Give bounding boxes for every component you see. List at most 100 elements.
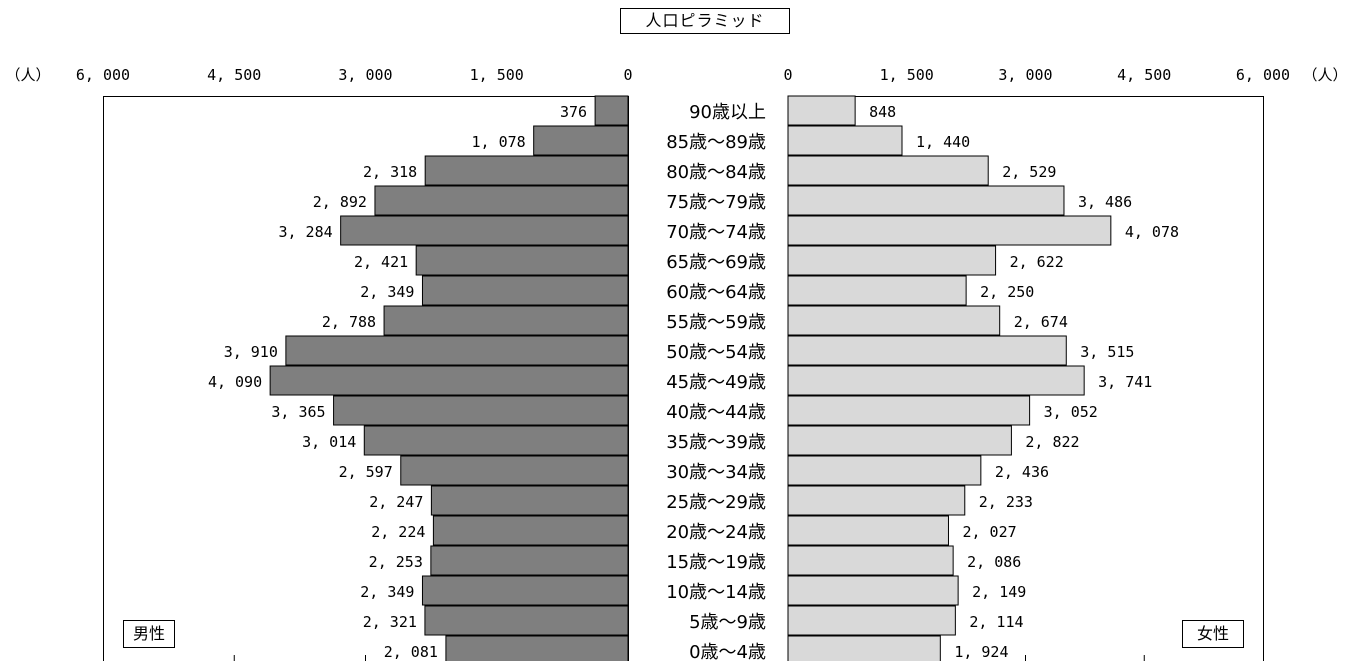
male-value-label: 2, 247 bbox=[369, 493, 423, 511]
female-bar bbox=[787, 365, 1085, 396]
female-value-label: 2, 233 bbox=[979, 493, 1033, 511]
male-bar bbox=[533, 125, 629, 156]
male-value-label: 3, 284 bbox=[278, 223, 332, 241]
age-category-label: 80歳～84歳 bbox=[666, 162, 766, 183]
female-bar bbox=[787, 305, 1001, 336]
male-tick-label: 0 bbox=[623, 66, 632, 84]
female-bar bbox=[787, 515, 949, 546]
female-value-label: 1, 440 bbox=[916, 133, 970, 151]
female-bar bbox=[787, 125, 903, 156]
male-value-label: 3, 910 bbox=[224, 343, 278, 361]
female-tick-label: 4, 500 bbox=[1117, 66, 1171, 84]
male-bar bbox=[430, 485, 629, 516]
age-category-label: 30歳～34歳 bbox=[666, 462, 766, 483]
age-category-label: 40歳～44歳 bbox=[666, 402, 766, 423]
female-value-label: 3, 515 bbox=[1080, 343, 1134, 361]
male-bar bbox=[285, 335, 629, 366]
female-bar bbox=[787, 485, 966, 516]
male-bar bbox=[269, 365, 629, 396]
female-value-label: 2, 114 bbox=[969, 613, 1023, 631]
male-unit-label: （人） bbox=[5, 66, 50, 84]
female-value-label: 2, 822 bbox=[1025, 433, 1079, 451]
female-value-label: 2, 436 bbox=[995, 463, 1049, 481]
female-bar bbox=[787, 545, 954, 576]
male-value-label: 1, 078 bbox=[471, 133, 525, 151]
age-category-label: 65歳～69歳 bbox=[666, 252, 766, 273]
age-category-label: 0歳～4歳 bbox=[689, 642, 766, 661]
female-value-label: 2, 674 bbox=[1014, 313, 1068, 331]
male-bar bbox=[333, 395, 629, 426]
male-value-label: 2, 349 bbox=[360, 283, 414, 301]
female-bar bbox=[787, 245, 997, 276]
male-value-label: 2, 892 bbox=[313, 193, 367, 211]
female-value-label: 3, 741 bbox=[1098, 373, 1152, 391]
female-value-label: 2, 529 bbox=[1002, 163, 1056, 181]
female-value-label: 2, 250 bbox=[980, 283, 1034, 301]
female-bar bbox=[787, 335, 1067, 366]
male-value-label: 3, 365 bbox=[271, 403, 325, 421]
male-bar bbox=[421, 275, 629, 306]
female-tick-label: 3, 000 bbox=[998, 66, 1052, 84]
female-bar bbox=[787, 95, 856, 126]
male-tick-label: 1, 500 bbox=[470, 66, 524, 84]
female-value-label: 2, 027 bbox=[962, 523, 1016, 541]
female-bar bbox=[787, 635, 941, 661]
age-category-label: 20歳～24歳 bbox=[666, 522, 766, 543]
male-tick-label: 6, 000 bbox=[76, 66, 130, 84]
male-tick-label: 4, 500 bbox=[207, 66, 261, 84]
male-label: 男性 bbox=[123, 620, 175, 648]
age-category-label: 5歳～9歳 bbox=[689, 612, 766, 633]
female-bar bbox=[787, 395, 1031, 426]
female-bar bbox=[787, 275, 967, 306]
male-value-label: 2, 224 bbox=[371, 523, 425, 541]
male-bar bbox=[340, 215, 629, 246]
age-category-label: 90歳以上 bbox=[689, 102, 766, 123]
female-tick-label: 6, 000 bbox=[1236, 66, 1290, 84]
male-value-label: 2, 081 bbox=[384, 643, 438, 661]
female-unit-label: （人） bbox=[1302, 66, 1347, 84]
age-category-label: 70歳～74歳 bbox=[666, 222, 766, 243]
age-category-label: 35歳～39歳 bbox=[666, 432, 766, 453]
female-value-label: 2, 086 bbox=[967, 553, 1021, 571]
female-label: 女性 bbox=[1182, 620, 1244, 648]
age-category-label: 50歳～54歳 bbox=[666, 342, 766, 363]
age-category-label: 75歳～79歳 bbox=[666, 192, 766, 213]
female-bar bbox=[787, 155, 989, 186]
male-bar bbox=[424, 605, 629, 636]
male-value-label: 376 bbox=[560, 103, 587, 121]
female-value-label: 2, 622 bbox=[1010, 253, 1064, 271]
female-value-label: 3, 486 bbox=[1078, 193, 1132, 211]
female-value-label: 3, 052 bbox=[1044, 403, 1098, 421]
female-value-label: 848 bbox=[869, 103, 896, 121]
male-value-label: 2, 788 bbox=[322, 313, 376, 331]
age-category-label: 25歳～29歳 bbox=[666, 492, 766, 513]
age-category-label: 15歳～19歳 bbox=[666, 552, 766, 573]
female-value-label: 1, 924 bbox=[954, 643, 1008, 661]
male-bar bbox=[445, 635, 629, 661]
male-bar bbox=[432, 515, 629, 546]
female-bar bbox=[787, 185, 1065, 216]
female-tick-label: 0 bbox=[783, 66, 792, 84]
male-bar bbox=[374, 185, 629, 216]
male-value-label: 3, 014 bbox=[302, 433, 356, 451]
age-category-label: 10歳～14歳 bbox=[666, 582, 766, 603]
male-value-label: 2, 318 bbox=[363, 163, 417, 181]
age-category-label: 55歳～59歳 bbox=[666, 312, 766, 333]
male-tick-label: 3, 000 bbox=[338, 66, 392, 84]
male-value-label: 2, 349 bbox=[360, 583, 414, 601]
male-bar bbox=[430, 545, 629, 576]
male-bar bbox=[421, 575, 629, 606]
male-value-label: 2, 321 bbox=[363, 613, 417, 631]
female-value-label: 4, 078 bbox=[1125, 223, 1179, 241]
male-value-label: 2, 253 bbox=[369, 553, 423, 571]
male-value-label: 2, 421 bbox=[354, 253, 408, 271]
female-tick-label: 1, 500 bbox=[880, 66, 934, 84]
female-value-label: 2, 149 bbox=[972, 583, 1026, 601]
male-bar bbox=[400, 455, 629, 486]
male-value-label: 2, 597 bbox=[339, 463, 393, 481]
age-category-label: 45歳～49歳 bbox=[666, 372, 766, 393]
female-bar bbox=[787, 425, 1012, 456]
age-category-label: 60歳～64歳 bbox=[666, 282, 766, 303]
age-category-label: 85歳～89歳 bbox=[666, 132, 766, 153]
